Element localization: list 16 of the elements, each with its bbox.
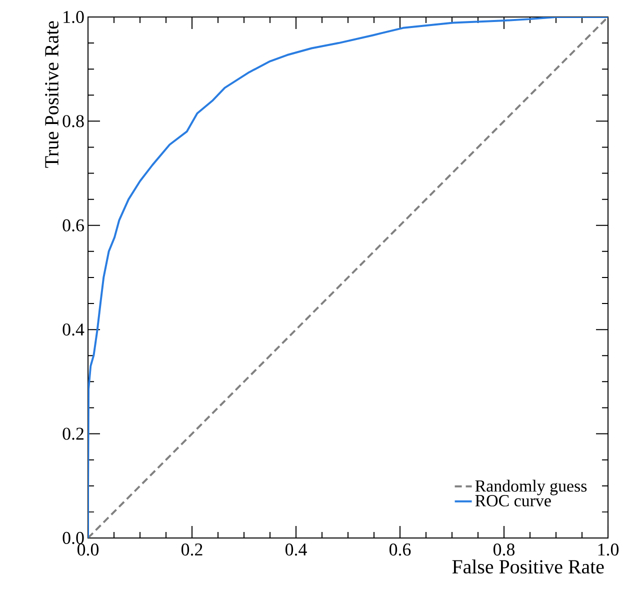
y-axis-title: True Positive Rate [45, 21, 58, 168]
y-tick-label: 0.8 [62, 115, 84, 128]
y-tick-label: 0.4 [62, 324, 84, 336]
x-tick-label: 1.0 [598, 544, 619, 556]
legend-label: Randomly guess [475, 480, 587, 496]
x-axis-title: False Positive Rate [452, 560, 604, 574]
legend-label: ROC curve [475, 495, 551, 506]
x-tick-label: 0.4 [285, 544, 307, 556]
y-tick-label: 1.0 [64, 10, 84, 24]
y-tick-label: 0.0 [62, 532, 84, 544]
x-tick-label: 0.8 [493, 544, 515, 556]
x-tick-label: 0.0 [77, 544, 99, 556]
x-tick-label: 0.6 [389, 544, 411, 556]
x-tick-label: 0.2 [181, 544, 202, 556]
y-tick-label: 0.6 [62, 219, 84, 232]
y-tick-label: 0.2 [62, 428, 84, 440]
